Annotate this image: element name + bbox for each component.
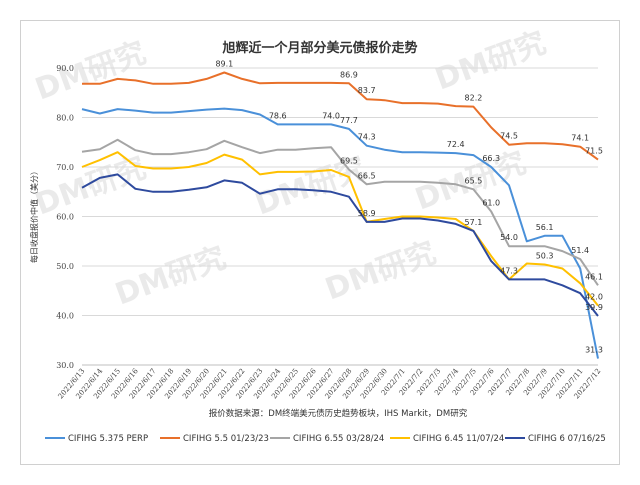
data-label: 65.5 xyxy=(465,176,483,185)
watermark-text: DM研究 xyxy=(431,25,551,97)
y-tick-label: 60.0 xyxy=(56,213,74,222)
data-label: 54.0 xyxy=(500,233,518,242)
data-label-layer: 89.1 86.983.7 82.2 74.5 74.1 71.5 78.6 77.774.3… xyxy=(215,59,602,354)
data-label: 57.1 xyxy=(465,218,483,227)
data-label: 74.0 xyxy=(322,111,340,120)
data-label: 50.3 xyxy=(536,252,554,261)
y-tick-label: 90.0 xyxy=(56,64,74,73)
data-label: 69.5 xyxy=(340,156,358,165)
source-note: 报价数据来源：DM终端美元债历史趋势板块，IHS Markit，DM研究 xyxy=(209,408,468,419)
chart-frame xyxy=(20,20,620,465)
y-tick-label: 70.0 xyxy=(56,163,74,172)
data-label: 66.3 xyxy=(482,154,500,163)
watermark-text: DM研究 xyxy=(31,35,151,107)
legend-label: CIFIHG 6.45 11/07/24 xyxy=(413,434,504,444)
data-label: 72.4 xyxy=(447,140,465,149)
chart-title: 旭辉近一个月部分美元债报价走势 xyxy=(221,40,417,56)
data-label: 74.1 xyxy=(571,134,589,143)
data-label: 61.0 xyxy=(482,199,500,208)
series-line xyxy=(81,151,599,307)
watermark-text: DM研究 xyxy=(111,240,231,312)
data-label: 46.1 xyxy=(585,272,603,281)
series-line xyxy=(81,107,599,359)
data-label: 51.4 xyxy=(571,246,589,255)
data-label: 58.9 xyxy=(358,209,376,218)
y-tick-label: 30.0 xyxy=(56,361,74,370)
data-label: 78.6 xyxy=(269,111,287,120)
series-line xyxy=(81,138,599,286)
data-label: 89.1 xyxy=(215,59,233,68)
data-label: 39.9 xyxy=(585,303,603,312)
data-label: 77.7 xyxy=(340,116,358,125)
series-line xyxy=(82,71,599,161)
y-tick-label: 40.0 xyxy=(56,312,74,321)
data-label: 86.9 xyxy=(340,70,358,79)
legend-label: CIFIHG 5.5 01/23/23 xyxy=(183,434,269,444)
y-tick-label: 80.0 xyxy=(56,114,74,123)
data-label: 66.5 xyxy=(358,171,376,180)
data-label: 47.3 xyxy=(500,266,518,275)
legend-label: CIFIHG 6.55 03/28/24 xyxy=(293,434,384,444)
series-line xyxy=(81,173,599,317)
legend-label: CIFIHG 5.375 PERP xyxy=(68,434,148,444)
data-label: 71.5 xyxy=(585,147,603,156)
data-label: 83.7 xyxy=(358,86,376,95)
y-tick-label: 50.0 xyxy=(56,262,74,271)
data-label: 31.3 xyxy=(585,346,603,355)
data-label: 74.3 xyxy=(358,133,376,142)
data-label: 42.0 xyxy=(585,293,603,302)
legend-label: CIFIHG 6 07/16/25 xyxy=(528,434,606,444)
data-label: 56.1 xyxy=(536,223,554,232)
y-axis-label: 每日收盘报价中值（美分） xyxy=(29,167,39,263)
data-label: 74.5 xyxy=(500,132,518,141)
series-layer xyxy=(81,71,599,359)
watermark-text: DM研究 xyxy=(321,235,441,307)
legend: CIFIHG 5.375 PERP CIFIHG 5.5 01/23/23 CIFI… xyxy=(45,434,606,444)
data-label: 82.2 xyxy=(465,94,483,103)
